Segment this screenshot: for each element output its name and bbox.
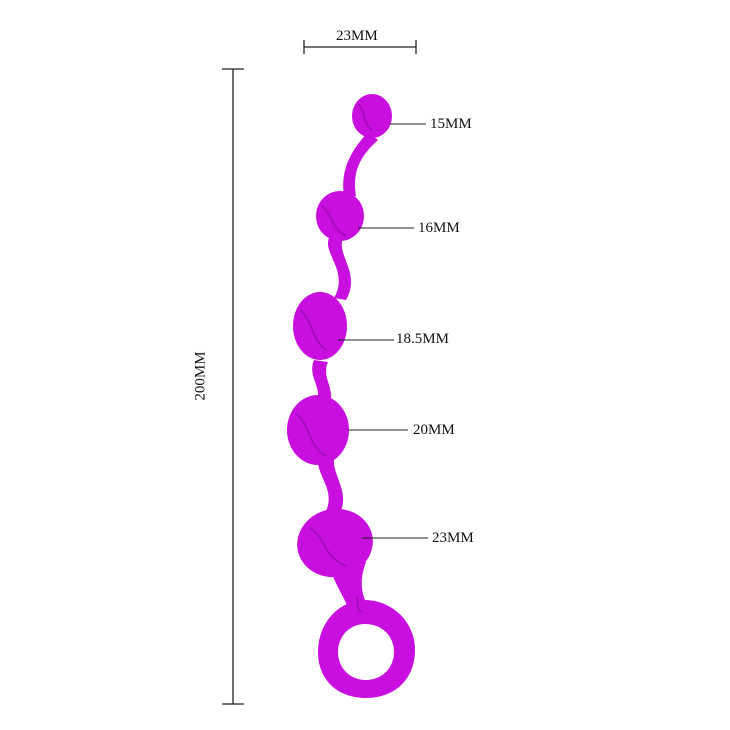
bead-1 <box>352 94 392 138</box>
leader-lines <box>338 123 428 539</box>
length-dimension-line <box>222 68 244 705</box>
bead-5 <box>297 508 373 578</box>
bead-4-diameter-label: 20MM <box>413 422 455 438</box>
bead-seams <box>295 103 373 613</box>
bead-2-diameter-label: 16MM <box>418 220 460 236</box>
stem-segment <box>343 132 378 196</box>
ring-handle <box>318 600 415 698</box>
bead-4 <box>287 395 349 465</box>
length-label: 200MM <box>192 351 209 401</box>
bead-5-diameter-label: 23MM <box>432 530 474 546</box>
anal-beads-product <box>287 94 415 698</box>
bead-3-diameter-label: 18.5MM <box>396 331 449 347</box>
width-label: 23MM <box>336 28 378 44</box>
stem-segment <box>317 458 344 520</box>
bead-3 <box>293 292 347 360</box>
stem-segment <box>327 236 352 300</box>
width-dimension-line <box>303 40 417 54</box>
bead-1-diameter-label: 15MM <box>430 116 472 132</box>
bead-2 <box>316 191 364 241</box>
